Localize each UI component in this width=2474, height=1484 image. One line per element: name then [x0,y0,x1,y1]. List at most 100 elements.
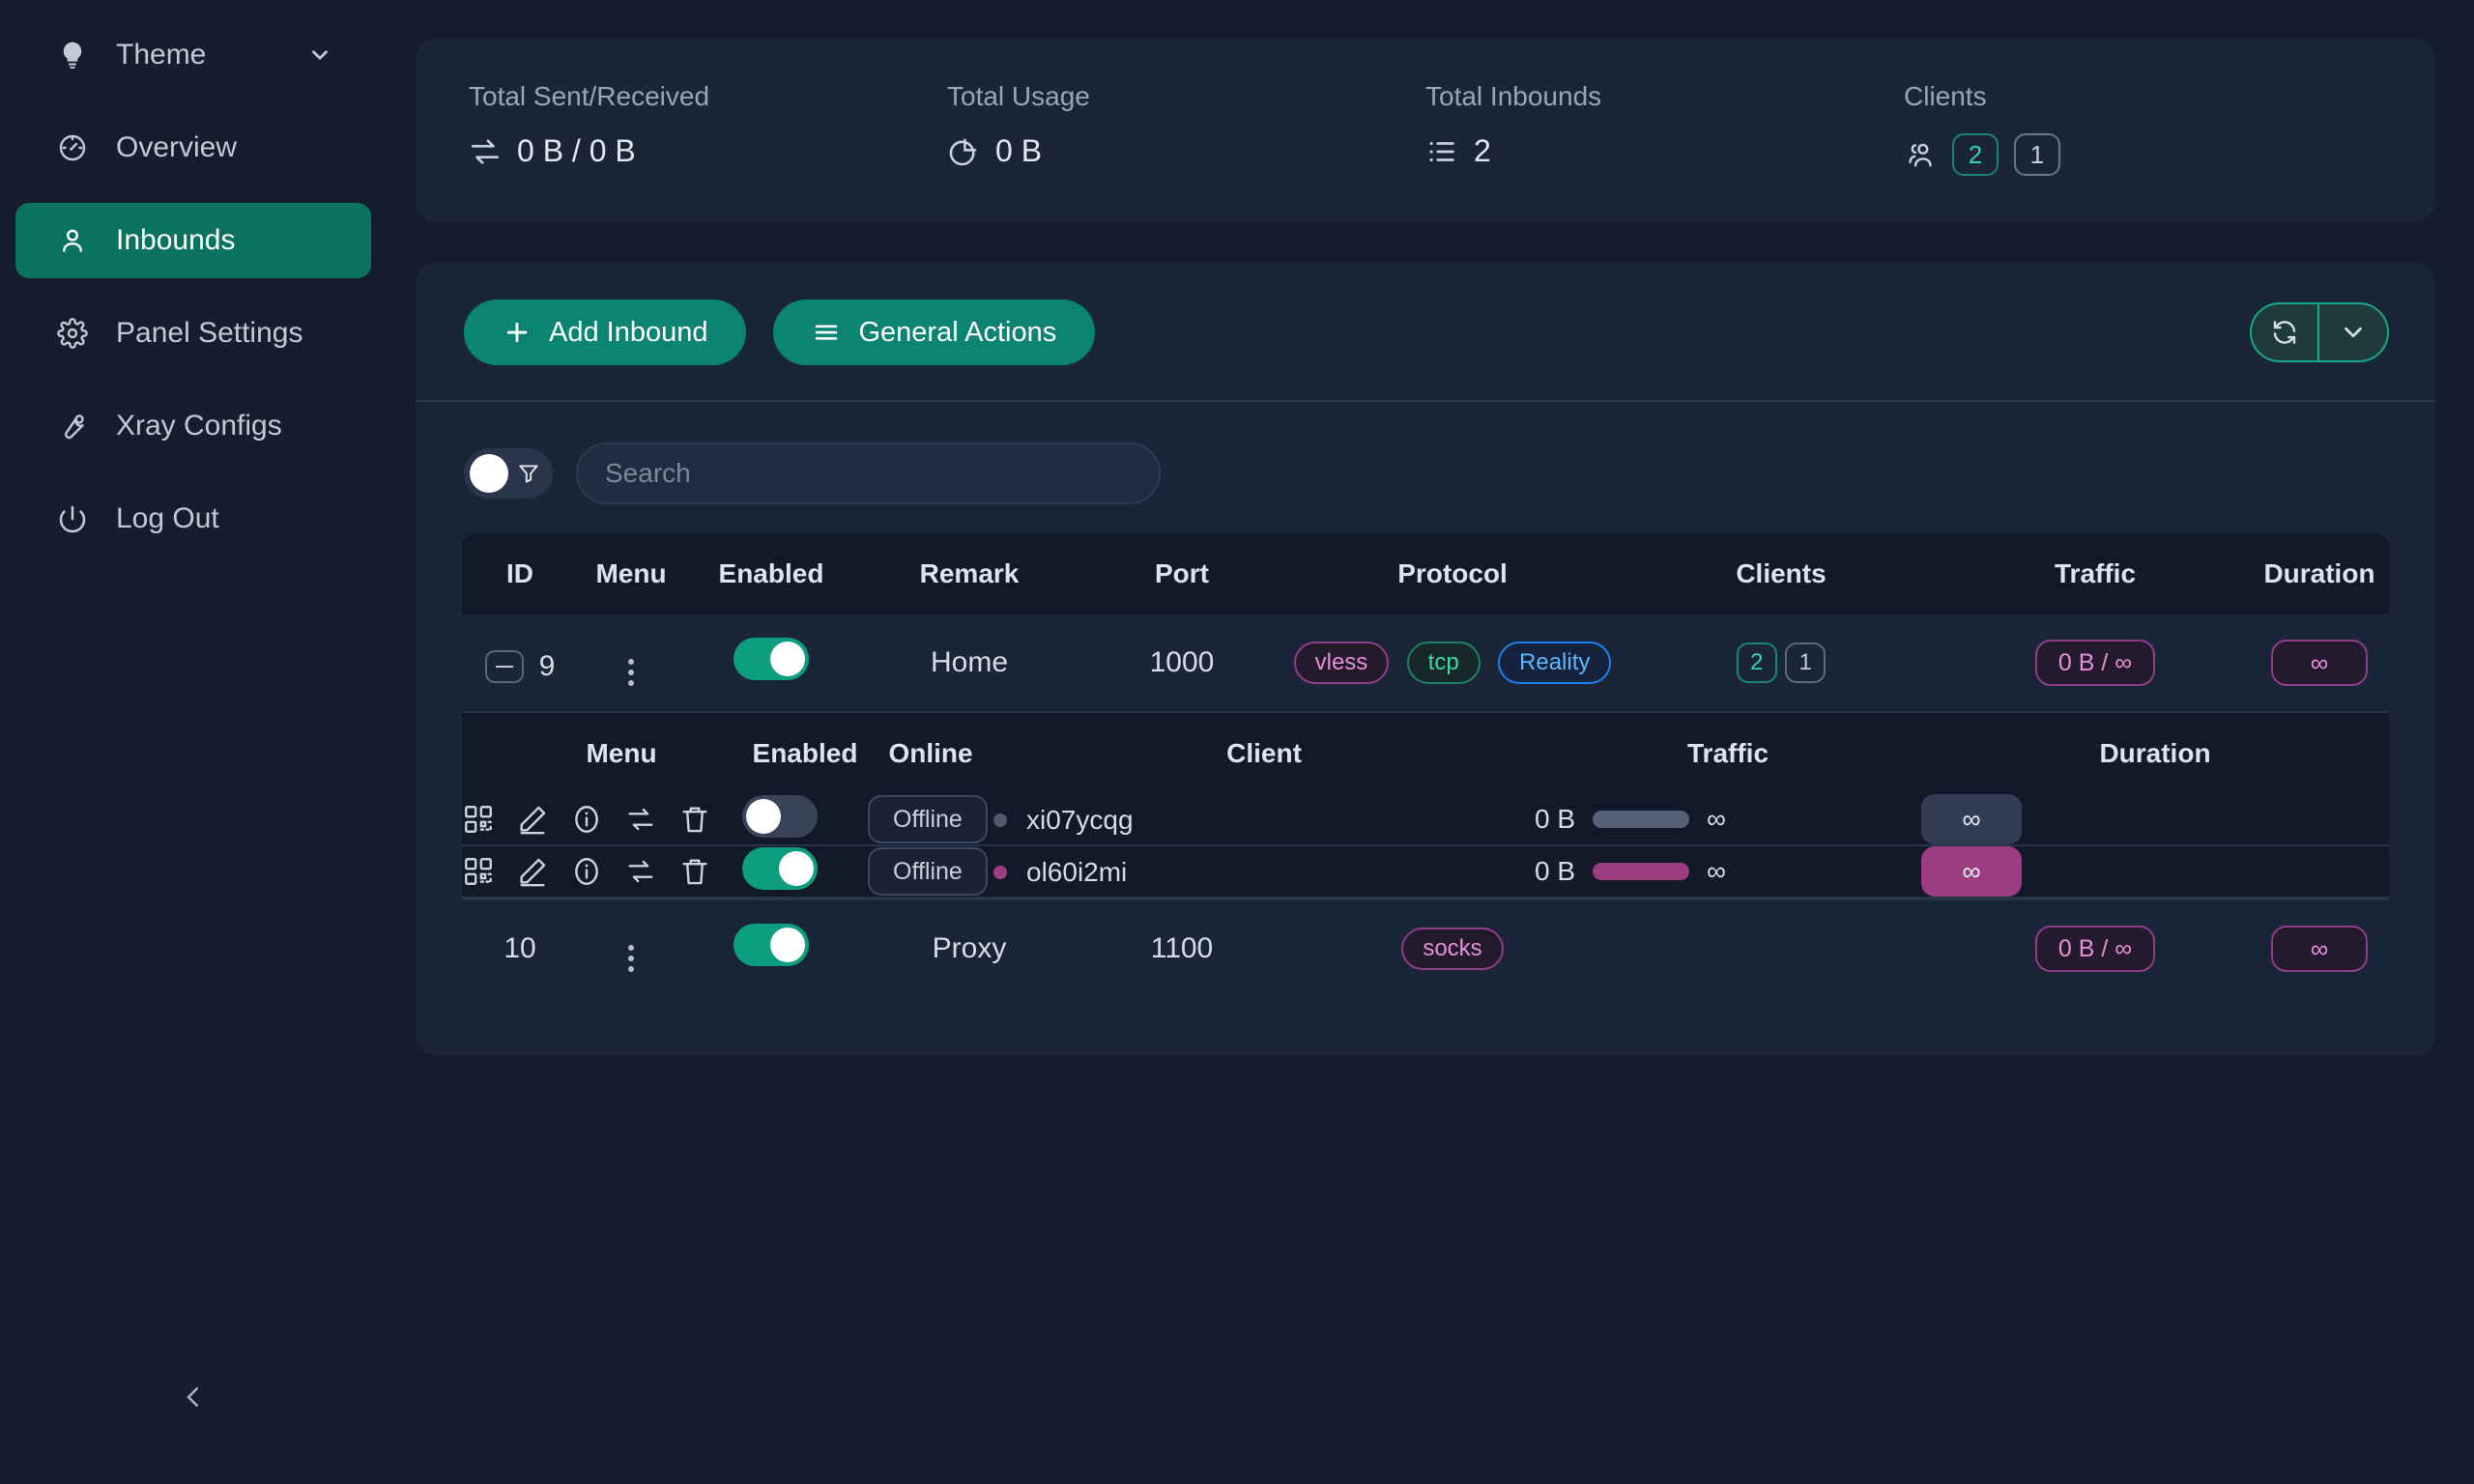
sidebar-collapse-button[interactable] [164,1368,222,1426]
cell-menu [578,614,684,713]
client-enabled-toggle[interactable] [742,846,818,890]
client-enabled-cell [742,794,868,846]
client-duration-cell: ∞ [1921,794,2389,846]
sidebar-item-theme[interactable]: Theme [15,17,371,93]
cell-duration: ∞ [2250,614,2389,713]
refresh-button[interactable] [2252,304,2319,360]
client-online-cell: Offline [868,845,993,899]
stat-value-wrap: 2 1 [1904,133,2382,176]
pencil-icon[interactable] [516,803,549,836]
list-icon [1429,141,1454,161]
qr-code-icon[interactable] [462,855,495,888]
cell-port: 1000 [1080,614,1283,713]
client-traffic-cell: 0 B ∞ [1535,794,1921,846]
kebab-menu-icon[interactable] [628,659,634,686]
header-port[interactable]: Port [1080,533,1283,614]
panel-toolbar: Add Inbound General Actions [416,263,2435,402]
header-clients[interactable]: Clients [1622,533,1941,614]
chevron-down-icon [2345,327,2362,338]
table-row[interactable]: 10 Proxy 1100 socks [462,899,2389,997]
qr-code-icon[interactable] [462,803,495,836]
info-icon[interactable] [570,855,603,888]
cell-enabled [684,614,858,713]
client-status-dot [993,866,1007,879]
client-row[interactable]: Offline ol60i2mi [462,845,2389,899]
reset-icon[interactable] [624,803,657,836]
stat-label: Total Sent/Received [469,81,710,111]
trash-icon[interactable] [678,803,711,836]
sidebar-item-panel-settings[interactable]: Panel Settings [15,296,371,371]
add-inbound-button[interactable]: Add Inbound [464,300,747,365]
reset-icon[interactable] [624,855,657,888]
header-enabled[interactable]: Enabled [684,533,858,614]
sidebar-item-label: Theme [116,39,207,71]
add-inbound-label: Add Inbound [549,316,708,348]
client-active-count: 2 [1736,642,1777,683]
sidebar-item-xray-configs[interactable]: Xray Configs [15,388,371,464]
chevron-left-icon [187,1387,198,1407]
trash-icon[interactable] [678,855,711,888]
client-traffic-bar [1593,811,1690,828]
stats-card: Total Sent/Received 0 B / 0 B Total Usag… [416,39,2435,222]
header-menu[interactable]: Menu [578,533,684,614]
search-input[interactable] [576,442,1161,504]
refresh-icon [2273,321,2296,344]
sidebar-item-overview[interactable]: Overview [15,110,371,186]
client-name: xi07ycqg [1026,805,1134,835]
pie-chart-icon [949,138,977,165]
client-actions-cell [462,845,742,899]
table-row[interactable]: 9 Home 1000 vless tcp [462,614,2389,713]
inbounds-panel: Add Inbound General Actions [416,263,2435,1055]
general-actions-button[interactable]: General Actions [773,300,1096,365]
filter-toggle[interactable] [464,448,553,499]
client-enabled-cell [742,845,868,899]
cell-id: 9 [462,614,578,713]
header-duration[interactable]: Duration [2250,533,2389,614]
cell-port: 1100 [1080,899,1283,997]
header-remark[interactable]: Remark [858,533,1080,614]
cell-menu [578,899,684,997]
sub-header-client: Client [993,713,1535,794]
chevron-down-icon[interactable] [307,43,332,68]
collapse-row-button[interactable] [484,650,524,683]
client-traffic-limit: ∞ [1707,804,1726,834]
client-traffic-used: 0 B [1535,804,1576,834]
info-icon[interactable] [570,803,603,836]
sidebar-item-label: Overview [116,131,238,163]
filter-toggle-knob [470,454,508,493]
expanded-clients-row: Menu Enabled Online Client Traffic Durat… [462,712,2389,900]
stat-value: 0 B / 0 B [517,133,636,168]
refresh-dropdown-button[interactable] [2319,304,2387,360]
clients-table-head: Menu Enabled Online Client Traffic Durat… [462,713,2389,794]
main-content: Total Sent/Received 0 B / 0 B Total Usag… [387,0,2474,1484]
clients-table-body: Offline xi07ycqg [462,794,2389,899]
client-status-badge: Offline [868,847,988,896]
client-traffic-used: 0 B [1535,856,1576,886]
cell-traffic: 0 B / ∞ [1941,614,2250,713]
header-id[interactable]: ID [462,533,578,614]
inbounds-table: ID Menu Enabled Remark Port Protocol Cli… [462,533,2389,997]
traffic-badge: 0 B / ∞ [2034,640,2156,686]
sidebar-item-log-out[interactable]: Log Out [15,481,371,556]
header-protocol[interactable]: Protocol [1283,533,1622,614]
stat-total-inbounds: Total Inbounds 2 [1425,81,1904,176]
sub-header-duration: Duration [1921,713,2389,794]
cell-remark: Proxy [858,899,1080,997]
sidebar-item-inbounds[interactable]: Inbounds [15,203,371,278]
sidebar: Theme Overview Inbounds Panel Settings X… [0,0,387,1484]
pencil-icon[interactable] [516,855,549,888]
search-row [416,402,2435,533]
row-enabled-toggle[interactable] [734,638,809,680]
table-header-row: ID Menu Enabled Remark Port Protocol Cli… [462,533,2389,614]
client-traffic-limit: ∞ [1707,856,1726,886]
client-duration-badge: ∞ [1921,794,2022,844]
sub-header-traffic: Traffic [1535,713,1921,794]
gear-icon [56,317,89,350]
sidebar-item-label: Inbounds [116,224,236,256]
kebab-menu-icon[interactable] [628,945,634,972]
header-traffic[interactable]: Traffic [1941,533,2250,614]
client-enabled-toggle[interactable] [742,794,818,838]
client-row[interactable]: Offline xi07ycqg [462,794,2389,846]
row-enabled-toggle[interactable] [734,924,809,966]
stat-label: Total Usage [947,81,1090,111]
